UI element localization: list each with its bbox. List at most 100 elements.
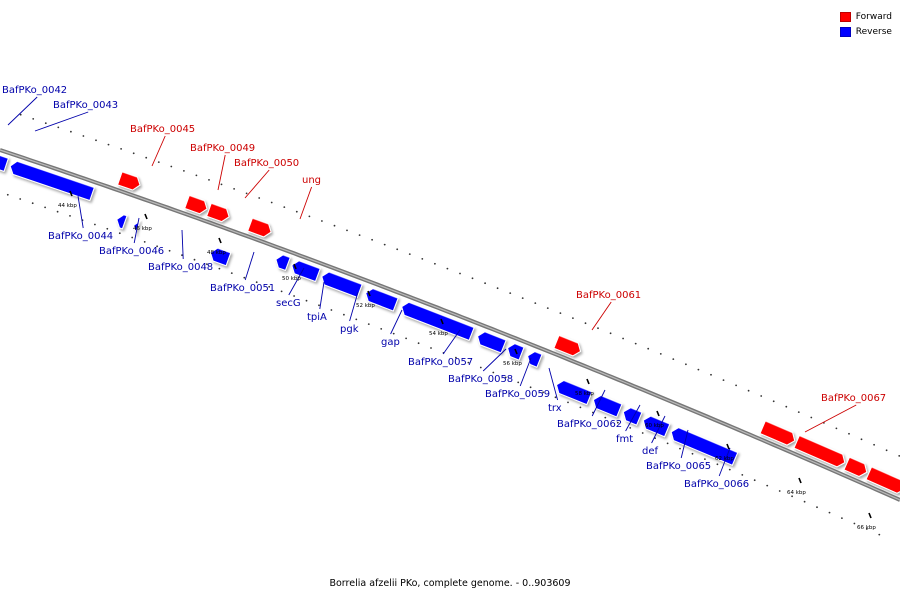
tick-dot: [44, 206, 46, 209]
tick-dot: [504, 376, 507, 379]
leader-bafpko_0045: [151, 135, 166, 167]
tick-dot: [243, 276, 246, 279]
feature-bafpko_0045: [116, 170, 141, 191]
tick-dot: [371, 238, 373, 241]
tick-dot: [567, 401, 569, 404]
leader-bafpko_0049: [217, 154, 226, 191]
tick-dots: [6, 113, 900, 536]
tick-mark: [868, 512, 872, 519]
tick-dot: [685, 363, 687, 366]
label-leader-lines: [7, 96, 857, 477]
tick-dot: [295, 210, 298, 213]
leader-bafpko_0062: [591, 389, 606, 417]
leader-gap: [390, 309, 403, 335]
tick-dot: [766, 484, 769, 487]
tick-dot: [622, 337, 624, 340]
tick-dot: [258, 197, 261, 199]
feature-bafpko_0046: [116, 213, 128, 230]
tick-dot: [168, 249, 171, 252]
feature-forward-extra-3: [865, 465, 900, 494]
tick-dot: [634, 342, 637, 345]
tick-dot: [878, 533, 881, 536]
tick-dot: [132, 152, 135, 155]
leader-secg: [288, 267, 305, 296]
tick-dot: [57, 126, 60, 129]
tick-dot: [517, 381, 520, 384]
tick-dot: [430, 347, 432, 349]
tick-dot: [735, 384, 737, 387]
leader-bafpko_0048: [181, 229, 184, 260]
feature-bafpko_0050: [206, 202, 230, 223]
tick-dot: [816, 506, 818, 509]
tick-dot: [367, 323, 370, 325]
tick-label: 58 kbp: [575, 391, 594, 397]
tick-dot: [218, 267, 221, 270]
leader-bafpko_0065: [680, 429, 689, 459]
leader-tpia: [319, 281, 325, 310]
tick-dot: [131, 236, 134, 239]
tick-dot: [44, 122, 47, 125]
tick-mark: [586, 378, 590, 385]
tick-dot: [220, 183, 223, 186]
tick-dot: [396, 248, 399, 251]
feature-ung: [247, 216, 272, 238]
tick-dot: [529, 386, 532, 389]
tick-dot: [747, 389, 750, 392]
tick-dot: [471, 277, 474, 280]
tick-mark: [514, 348, 518, 355]
tick-dot: [358, 234, 361, 237]
label-bafpko_0057: BafPKo_0057: [408, 357, 473, 368]
legend-reverse: Reverse: [839, 24, 892, 39]
genome-caption: Borrelia afzelii PKo, complete genome. -…: [329, 578, 571, 589]
leader-def: [651, 415, 666, 444]
label-def: def: [642, 446, 659, 457]
feature-bafpko_0058: [477, 330, 507, 354]
tick-dot: [417, 342, 420, 345]
label-bafpko_0061: BafPKo_0061: [576, 290, 641, 301]
label-trx: trx: [548, 403, 562, 414]
tick-dot: [70, 130, 72, 133]
tick-mark: [293, 263, 297, 270]
legend-forward-swatch: [839, 11, 851, 22]
tick-dot: [704, 458, 706, 460]
label-tpia: tpiA: [307, 312, 327, 323]
tick-dot: [641, 432, 644, 434]
tick-dot: [193, 258, 196, 261]
tick-label: 56 kbp: [503, 361, 522, 367]
tick-dot: [572, 317, 574, 319]
tick-dot: [120, 148, 122, 150]
tick-labels: 44 kbp 46 kbp 48 kbp 50 kbp 52 kbp 54 kbp 56 k…: [58, 190, 876, 531]
tick-dot: [797, 411, 800, 413]
tick-dot: [479, 366, 482, 369]
label-bafpko_0067: BafPKo_0067: [821, 393, 886, 404]
tick-dot: [330, 309, 333, 311]
legend-forward: Forward: [839, 9, 892, 24]
tick-dot: [810, 416, 813, 419]
feature-labels: BafPKo_0042 BafPKo_0043 BafPKo_0044 BafPKo_…: [2, 85, 886, 490]
tick-mark: [218, 237, 222, 244]
tick-dot: [434, 262, 436, 265]
tick-dot: [542, 391, 544, 394]
label-bafpko_0048: BafPKo_0048: [148, 262, 213, 273]
tick-dot: [873, 443, 875, 446]
leader-ung: [299, 186, 313, 220]
label-fmt: fmt: [616, 434, 633, 445]
tick-dot: [753, 479, 756, 482]
tick-dot: [346, 229, 348, 232]
tick-dot: [604, 416, 607, 419]
label-bafpko_0045: BafPKo_0045: [130, 124, 195, 135]
feature-pgk: [321, 270, 363, 298]
tick-dot: [19, 113, 22, 116]
tick-dot: [421, 258, 424, 260]
tick-mark: [367, 290, 371, 297]
feature-def: [622, 406, 643, 426]
tick-dot: [679, 447, 681, 450]
tick-dot: [305, 299, 308, 302]
tick-dot: [343, 313, 345, 316]
tick-label: 62 kbp: [715, 456, 734, 462]
tick-dot: [467, 361, 470, 364]
tick-dot: [355, 318, 358, 321]
label-bafpko_0058: BafPKo_0058: [448, 374, 513, 385]
label-bafpko_0043: BafPKo_0043: [53, 100, 118, 111]
leader-bafpko_0043: [34, 111, 89, 132]
